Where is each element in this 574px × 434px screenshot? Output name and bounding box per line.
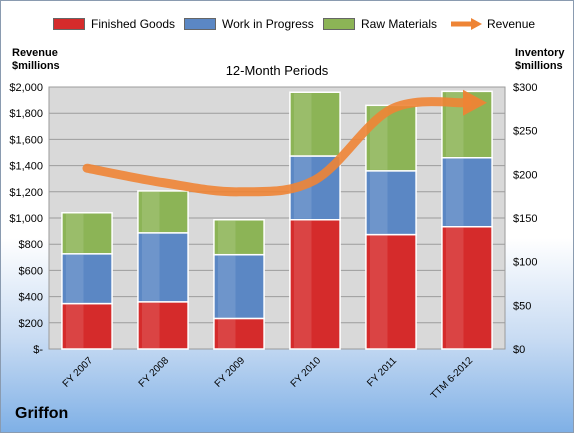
left-axis-tick-label: $800 xyxy=(19,239,43,251)
left-axis-tick-label: $600 xyxy=(19,265,43,277)
left-axis-tick-label: $200 xyxy=(19,318,43,330)
bar-highlight xyxy=(218,256,236,318)
x-axis-tick-label: FY 2007 xyxy=(61,355,96,390)
x-axis-tick-label: FY 2011 xyxy=(365,355,399,389)
x-axis-tick-label: FY 2009 xyxy=(213,355,248,390)
chart-subtitle: 12-Month Periods xyxy=(226,63,329,78)
bar-highlight xyxy=(142,192,160,232)
left-axis-tick-label: $400 xyxy=(19,292,43,304)
bar-highlight xyxy=(294,221,312,348)
bar-highlight xyxy=(66,255,84,303)
bar-highlight xyxy=(66,305,84,348)
bar-highlight xyxy=(142,303,160,348)
left-axis-tick-label: $1,400 xyxy=(9,161,43,173)
bar-highlight xyxy=(218,319,236,348)
bar-highlight xyxy=(218,221,236,254)
bar-highlight xyxy=(370,236,388,348)
left-axis-tick-label: $2,000 xyxy=(9,82,43,94)
left-axis-tick-label: $1,600 xyxy=(9,134,43,146)
right-axis-tick-label: $300 xyxy=(513,82,537,94)
company-name: Griffon xyxy=(15,405,68,423)
left-axis-tick-label: $1,000 xyxy=(9,213,43,225)
right-axis-tick-label: $250 xyxy=(513,126,537,138)
bar-highlight xyxy=(66,214,84,253)
bar-highlight xyxy=(446,159,464,226)
bar-highlight xyxy=(294,93,312,155)
right-axis-tick-label: $100 xyxy=(513,257,537,269)
left-axis-tick-label: $- xyxy=(33,344,43,356)
right-axis-tick-label: $50 xyxy=(513,300,531,312)
bar-highlight xyxy=(370,172,388,234)
left-axis-tick-label: $1,800 xyxy=(9,108,43,120)
right-axis-tick-label: $0 xyxy=(513,344,525,356)
x-axis-tick-label: FY 2010 xyxy=(289,355,324,390)
bar-highlight xyxy=(142,234,160,301)
bar-highlight xyxy=(446,228,464,348)
x-axis-tick-label: TTM 6-2012 xyxy=(429,355,476,402)
x-axis-tick-label: FY 2008 xyxy=(137,355,172,390)
right-axis-tick-label: $150 xyxy=(513,213,537,225)
left-axis-tick-label: $1,200 xyxy=(9,187,43,199)
right-axis-tick-label: $200 xyxy=(513,169,537,181)
